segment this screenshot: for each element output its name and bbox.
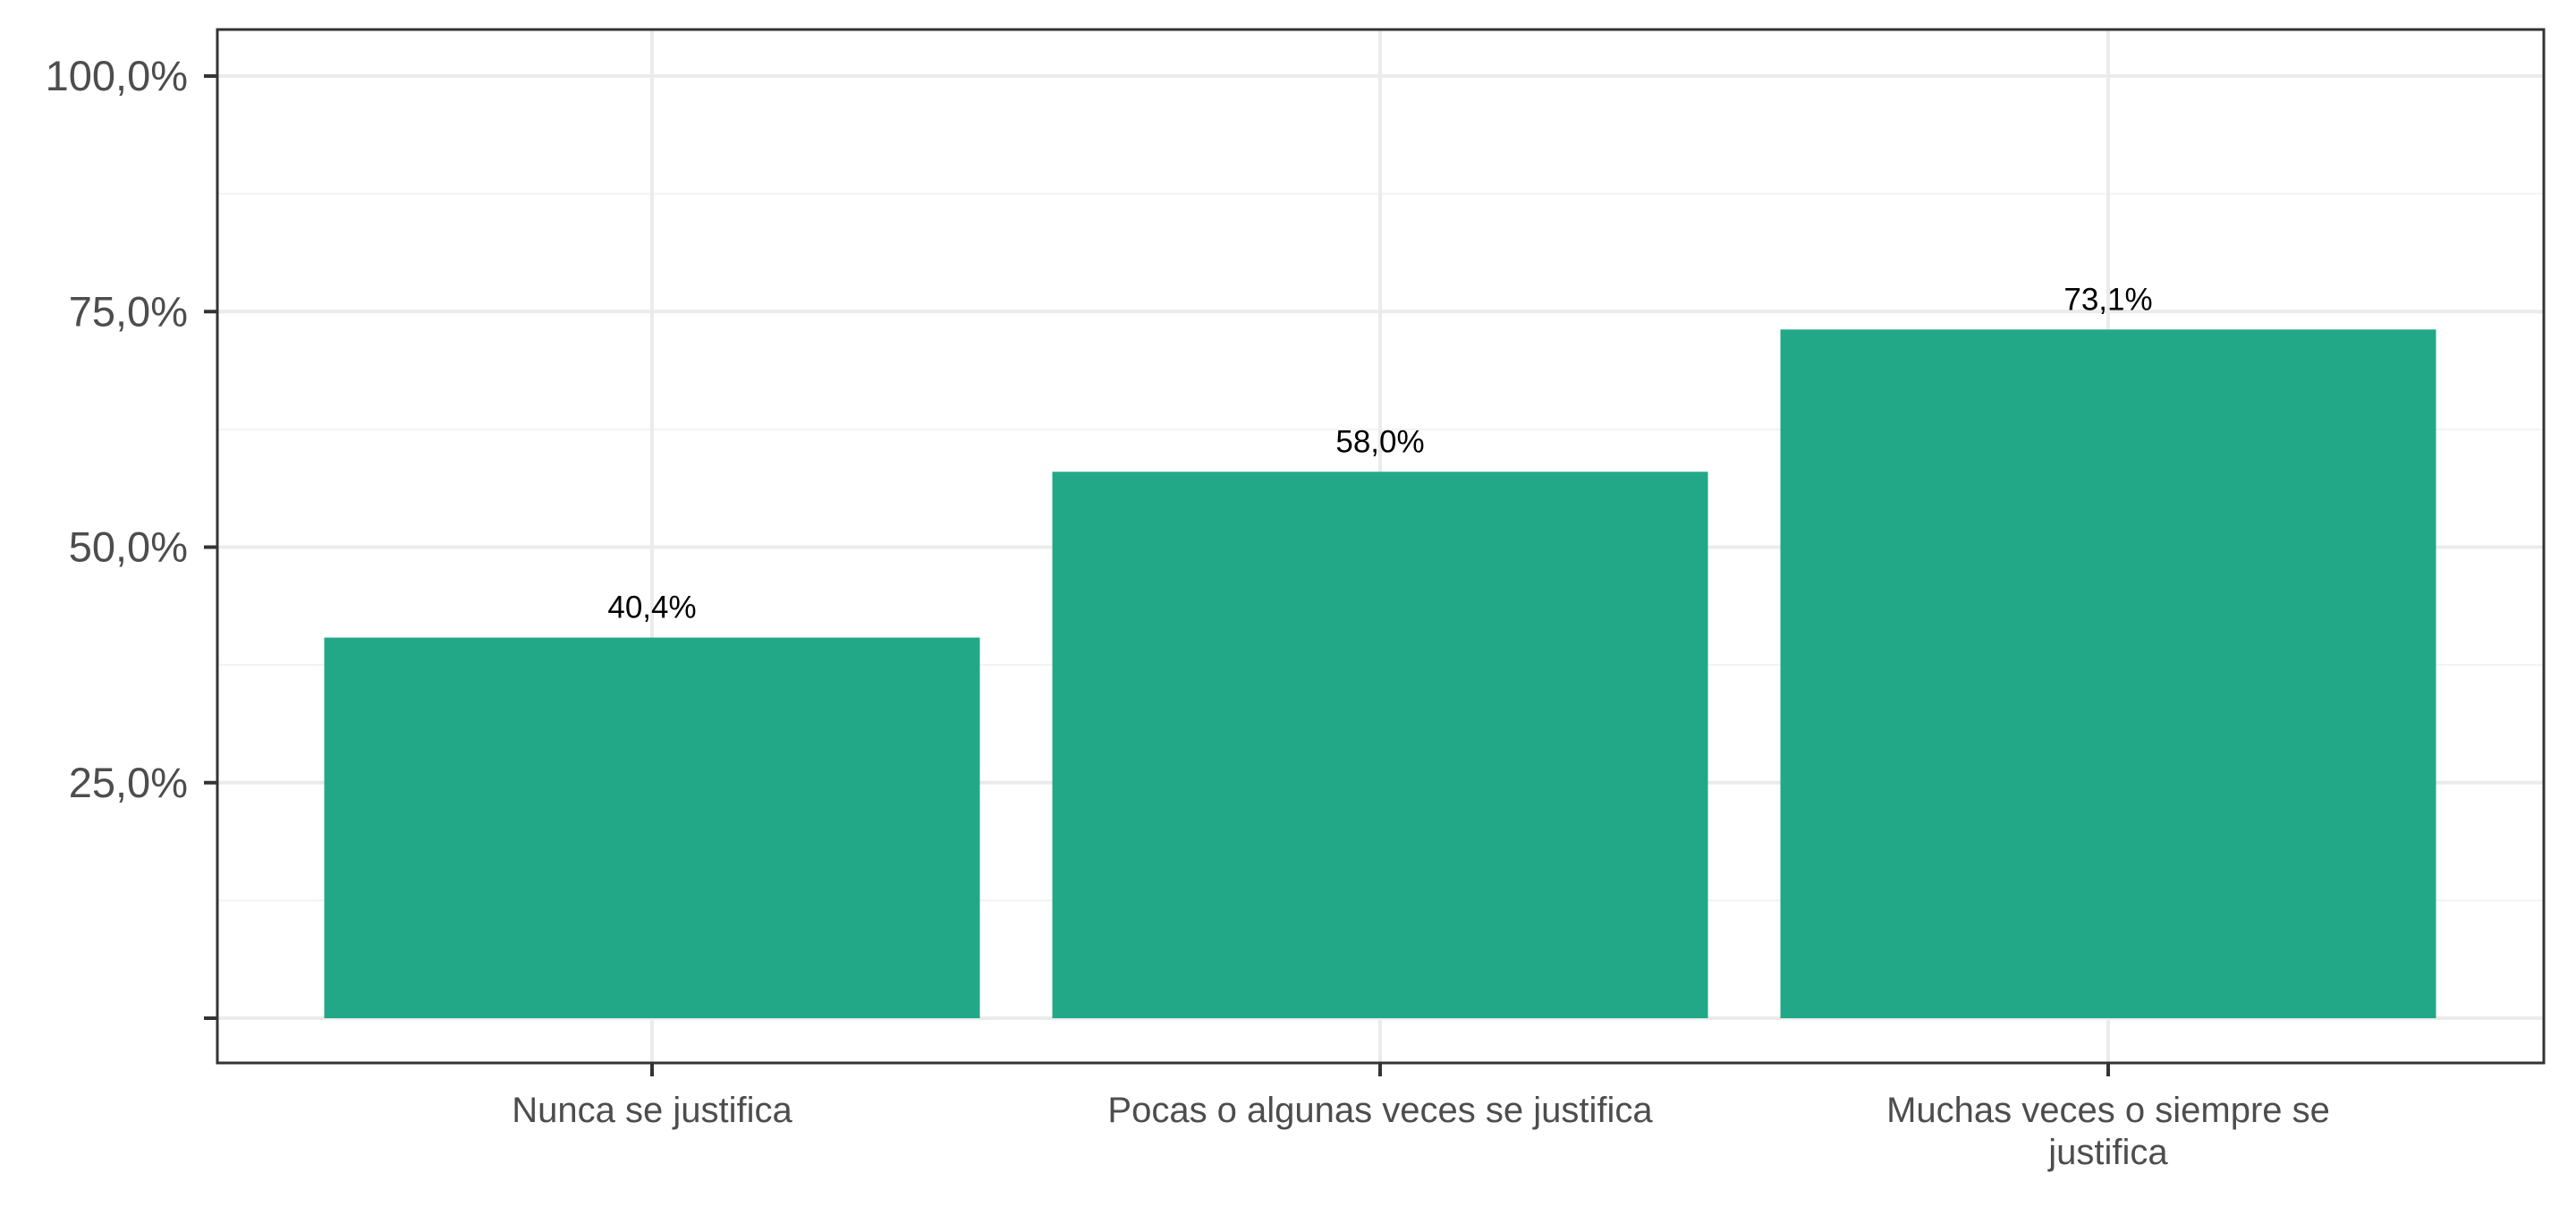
y-tick-label: 75,0% <box>69 287 188 335</box>
data-label: 73,1% <box>2063 282 2152 317</box>
data-label-layer: 40,4% 58,0% 73,1% <box>607 282 2152 625</box>
y-tick-label: 25,0% <box>69 759 188 806</box>
x-tick-label: Nunca se justifica <box>512 1091 792 1130</box>
x-tick-label: Muchas veces o siempre se justifica <box>1886 1091 2330 1172</box>
y-tick-label: 50,0% <box>69 523 188 571</box>
data-label: 40,4% <box>607 591 696 625</box>
data-label: 58,0% <box>1335 424 1424 459</box>
x-tick-label-line: Muchas veces o siempre se <box>1886 1091 2330 1130</box>
x-tick-label-line: Pocas o algunas veces se justifica <box>1107 1091 1653 1130</box>
y-tick-label: 100,0% <box>46 52 188 99</box>
bar-1 <box>324 637 980 1018</box>
x-tick-label-line: Nunca se justifica <box>512 1091 792 1130</box>
x-tick-label-line: justifica <box>2047 1133 2168 1172</box>
axis-layer: 25,0% 50,0% 75,0% 100,0% Nunca se justifica P… <box>46 52 2330 1172</box>
bar-3 <box>1780 329 2436 1019</box>
bar-2 <box>1052 472 1708 1018</box>
bar-layer <box>324 329 2436 1019</box>
x-tick-label: Pocas o algunas veces se justifica <box>1107 1091 1653 1130</box>
